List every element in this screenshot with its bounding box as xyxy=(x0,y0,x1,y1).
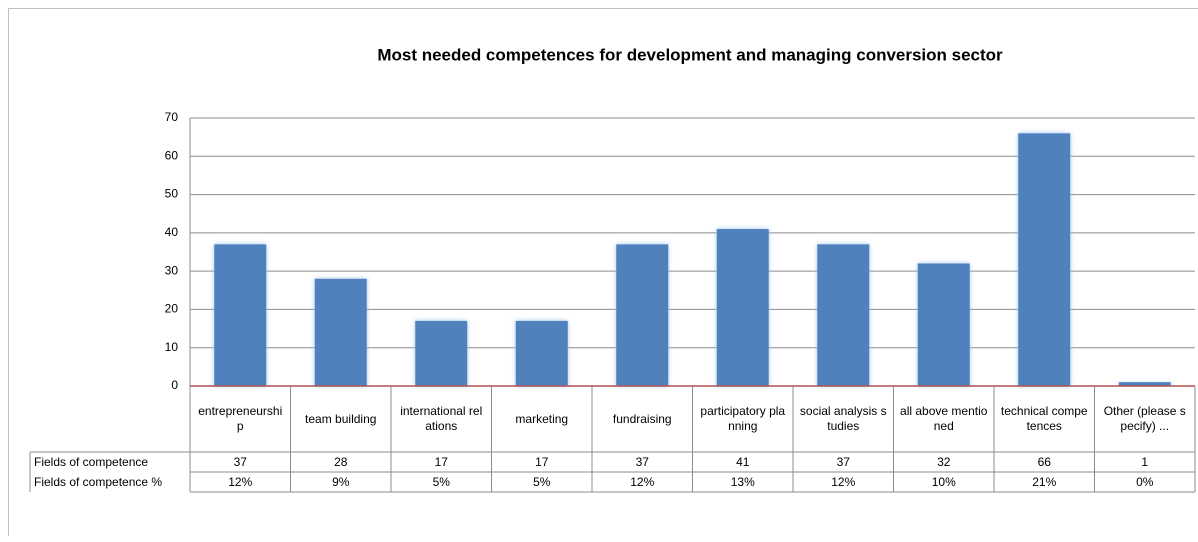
x-tick-label-box: entrepreneurship xyxy=(198,404,283,433)
bar xyxy=(214,244,267,386)
bar xyxy=(314,278,367,386)
table-percent: 5% xyxy=(533,475,551,489)
bar xyxy=(716,229,769,386)
x-tick-label-box: marketing xyxy=(515,411,569,426)
y-tick-label: 60 xyxy=(165,148,179,162)
table-value: 37 xyxy=(234,455,248,469)
table-percent: 5% xyxy=(433,475,451,489)
x-tick-label-box: team building xyxy=(305,411,377,426)
x-tick-label: team building xyxy=(305,411,377,426)
x-tick-label-box: participatory planning xyxy=(700,404,786,433)
x-tick-label: social analysis studies xyxy=(799,404,887,433)
table-value: 28 xyxy=(334,455,348,469)
table-value: 17 xyxy=(535,455,549,469)
y-tick-label: 0 xyxy=(171,378,178,392)
chart-frame xyxy=(8,8,1198,536)
x-tick-label: entrepreneurship xyxy=(198,404,283,433)
x-tick-label: all above mentioned xyxy=(900,404,988,433)
x-tick-label-box: social analysis studies xyxy=(799,404,887,433)
bar xyxy=(1018,133,1071,386)
y-tick-label: 30 xyxy=(165,263,179,277)
x-tick-label: marketing xyxy=(515,411,569,426)
x-tick-label-box: Other (please specify) ... xyxy=(1103,404,1186,433)
x-tick-label-box: fundraising xyxy=(612,411,672,426)
x-tick-label-box: technical competences xyxy=(1000,404,1088,433)
y-tick-label: 50 xyxy=(165,187,179,201)
bar xyxy=(817,244,870,386)
bar xyxy=(616,244,669,386)
x-tick-label: fundraising xyxy=(612,411,672,426)
table-percent: 12% xyxy=(630,475,654,489)
y-tick-label: 70 xyxy=(165,110,179,124)
table-row-label: Fields of competence xyxy=(34,455,148,469)
y-tick-label: 20 xyxy=(165,302,179,316)
table-percent: 9% xyxy=(332,475,350,489)
table-percent: 21% xyxy=(1032,475,1056,489)
x-tick-label-box: international relations xyxy=(400,404,483,433)
x-tick-label: Other (please specify) ... xyxy=(1103,404,1186,433)
table-row-label: Fields of competence % xyxy=(34,475,162,489)
table-percent: 0% xyxy=(1136,475,1154,489)
table-percent: 12% xyxy=(831,475,855,489)
x-tick-label: technical competences xyxy=(1000,404,1088,433)
table-value: 66 xyxy=(1038,455,1052,469)
table-value: 32 xyxy=(937,455,951,469)
bar xyxy=(515,320,568,386)
x-tick-label-box: all above mentioned xyxy=(900,404,988,433)
table-percent: 13% xyxy=(731,475,755,489)
table-percent: 10% xyxy=(932,475,956,489)
table-percent: 12% xyxy=(228,475,252,489)
bar xyxy=(1118,382,1171,386)
bar xyxy=(917,263,970,386)
bar xyxy=(415,320,468,386)
y-tick-label: 40 xyxy=(165,225,179,239)
table-value: 37 xyxy=(636,455,650,469)
x-tick-label: participatory planning xyxy=(700,404,786,433)
table-value: 37 xyxy=(837,455,851,469)
chart-title: Most needed competences for development … xyxy=(377,45,1003,64)
y-tick-label: 10 xyxy=(165,340,179,354)
table-value: 17 xyxy=(435,455,449,469)
x-tick-label: international relations xyxy=(400,404,483,433)
table-value: 1 xyxy=(1141,455,1148,469)
table-value: 41 xyxy=(736,455,750,469)
